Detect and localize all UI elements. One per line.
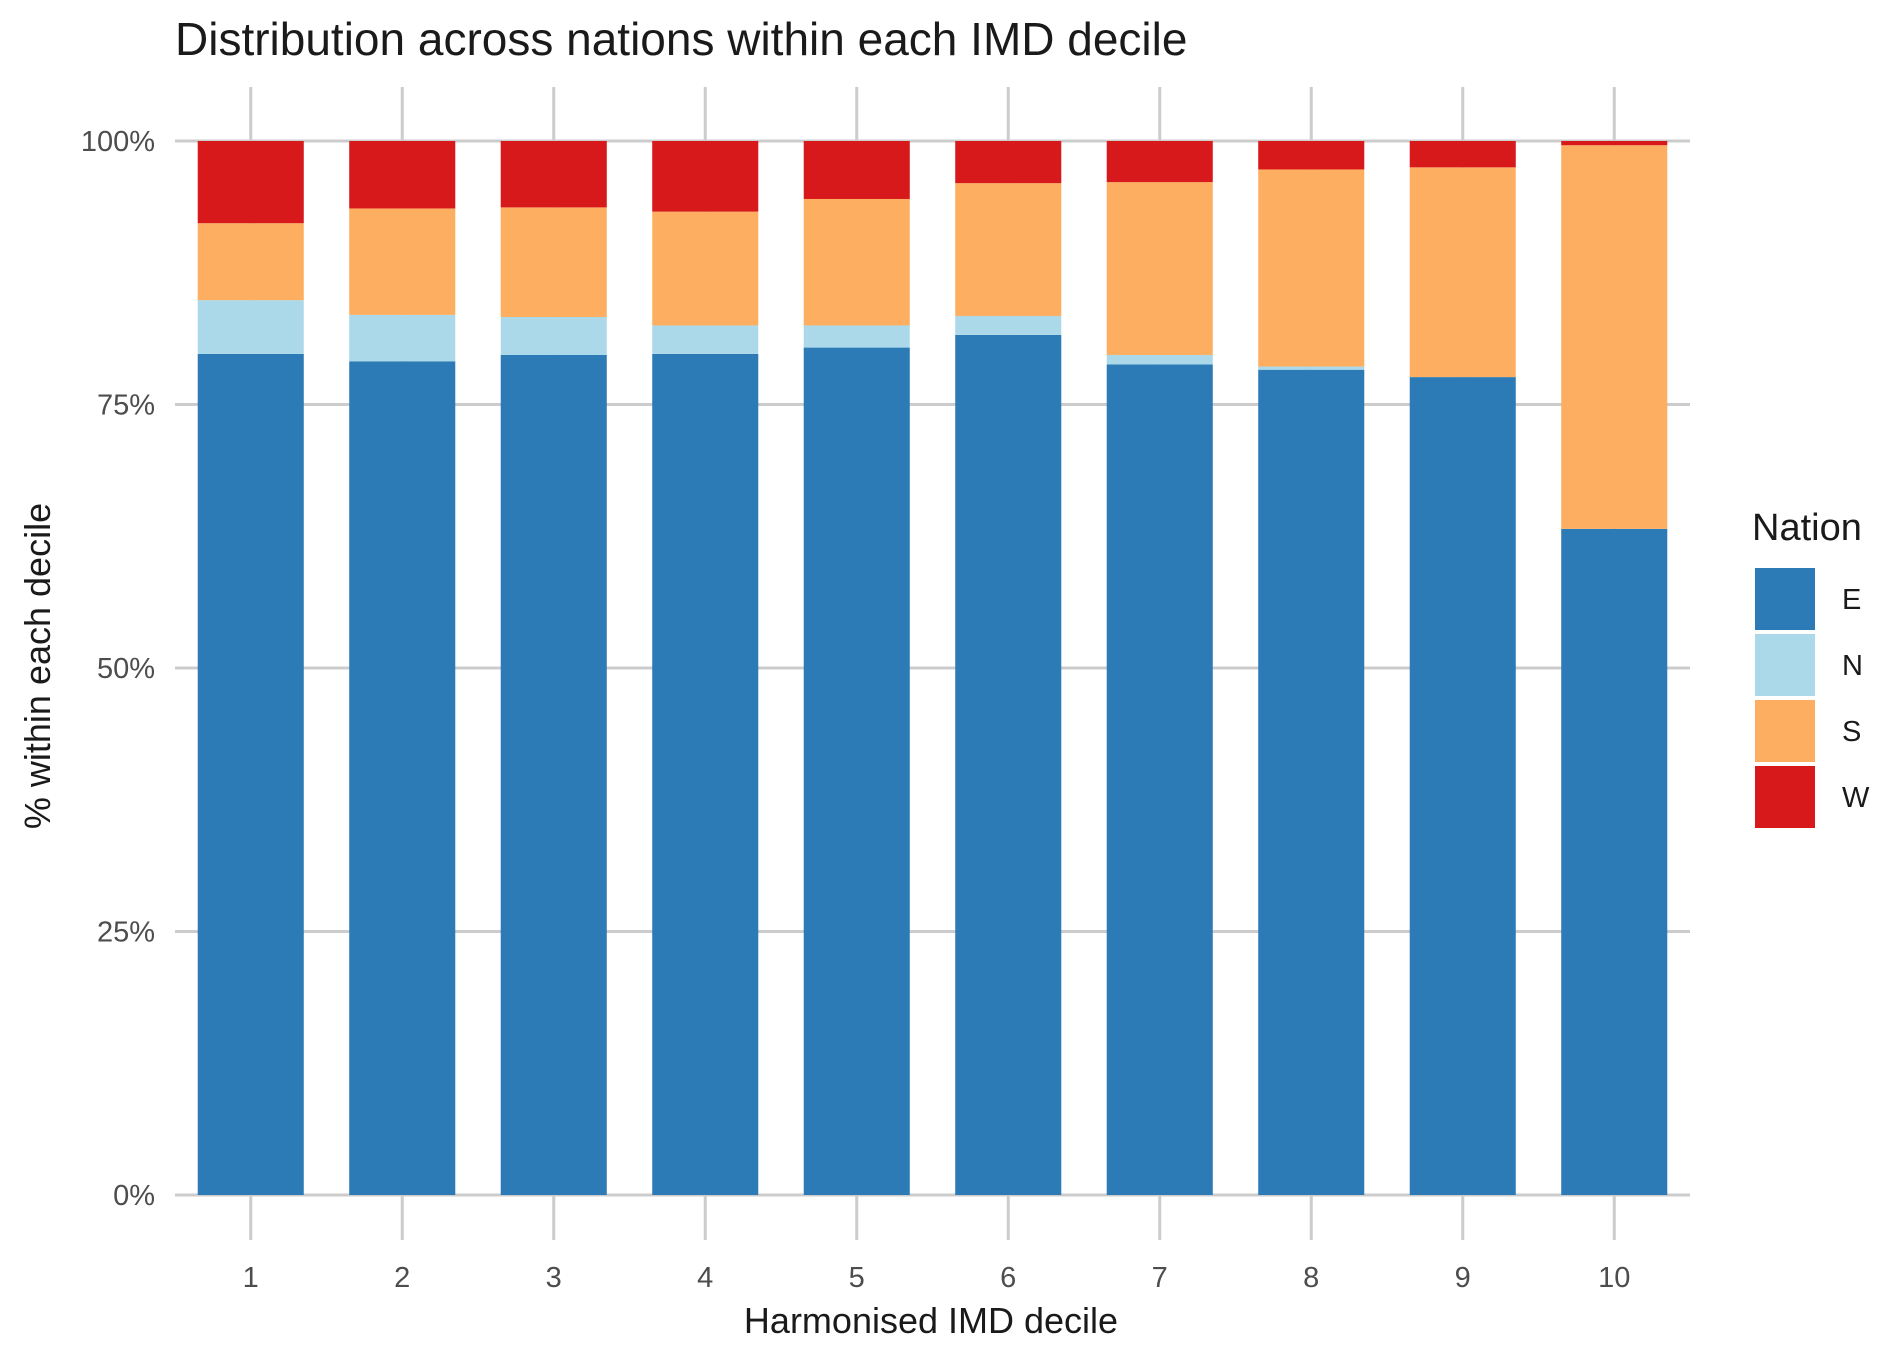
bar-segment-decile-3-N — [500, 317, 607, 355]
bar-segment-decile-7-S — [1106, 182, 1213, 355]
bar-segment-decile-2-N — [349, 314, 456, 362]
bar-segment-decile-4-W — [652, 141, 759, 212]
bar-segment-decile-1-E — [197, 353, 304, 1196]
y-axis-tick-labels: 0% 25% 50% 75% 100% — [81, 126, 155, 1212]
x-tick-label: 4 — [697, 1262, 713, 1294]
bar-segment-decile-7-N — [1106, 354, 1213, 365]
bar-segment-decile-3-E — [500, 354, 607, 1195]
bar-segment-decile-3-S — [500, 207, 607, 318]
bar-segment-decile-5-W — [803, 141, 910, 199]
x-tick-label: 9 — [1455, 1262, 1471, 1294]
bar-segment-decile-2-S — [349, 208, 456, 315]
legend-label-E: E — [1842, 584, 1861, 616]
bar-segment-decile-1-N — [197, 300, 304, 354]
bar-segment-decile-10-E — [1561, 528, 1668, 1195]
x-tick-label: 5 — [849, 1262, 865, 1294]
bar-segment-decile-2-E — [349, 361, 456, 1195]
bar-segment-decile-6-S — [955, 183, 1062, 316]
legend-label-S: S — [1842, 716, 1861, 748]
bar-segment-decile-6-W — [955, 141, 1062, 184]
bar-segment-decile-10-S — [1561, 145, 1668, 529]
legend-key-E — [1755, 568, 1815, 630]
y-tick-label: 100% — [81, 126, 155, 158]
bar-segment-decile-8-E — [1258, 369, 1365, 1195]
legend-title: Nation — [1752, 507, 1862, 549]
x-tick-label: 2 — [394, 1262, 410, 1294]
bar-segment-decile-8-W — [1258, 141, 1365, 170]
legend-label-N: N — [1842, 650, 1863, 682]
x-tick-label: 1 — [243, 1262, 259, 1294]
legend-key-W — [1755, 766, 1815, 828]
bar-segment-decile-4-S — [652, 211, 759, 326]
bar-segment-decile-1-S — [197, 223, 304, 301]
x-tick-label: 7 — [1152, 1262, 1168, 1294]
legend-key-N — [1755, 634, 1815, 696]
bar-segment-decile-4-N — [652, 325, 759, 354]
bar-segment-decile-8-S — [1258, 169, 1365, 367]
x-tick-label: 6 — [1000, 1262, 1016, 1294]
legend-key-S — [1755, 700, 1815, 762]
bars — [197, 141, 1668, 1196]
bar-segment-decile-7-W — [1106, 141, 1213, 183]
legend-label-W: W — [1842, 782, 1870, 814]
bar-segment-decile-5-E — [803, 347, 910, 1196]
bar-segment-decile-6-E — [955, 334, 1062, 1195]
bar-segment-decile-9-S — [1409, 167, 1516, 378]
bar-segment-decile-10-W — [1561, 141, 1668, 146]
x-axis-title: Harmonised IMD decile — [744, 1300, 1118, 1341]
bar-segment-decile-9-E — [1409, 377, 1516, 1195]
y-axis-title: % within each decile — [17, 503, 58, 829]
bar-segment-decile-1-W — [197, 141, 304, 224]
bar-segment-decile-8-N — [1258, 366, 1365, 370]
chart-title: Distribution across nations within each … — [175, 13, 1187, 65]
bar-segment-decile-7-E — [1106, 364, 1213, 1195]
y-tick-label: 0% — [113, 1180, 155, 1212]
legend: Nation E N S W — [1752, 507, 1870, 828]
bar-segment-decile-5-N — [803, 325, 910, 348]
x-tick-label: 10 — [1598, 1262, 1630, 1294]
bar-segment-decile-3-W — [500, 141, 607, 208]
bar-segment-decile-2-W — [349, 141, 456, 209]
y-tick-label: 75% — [97, 390, 155, 422]
x-axis-tick-labels: 1 2 3 4 5 6 7 8 9 10 — [243, 1262, 1631, 1294]
bar-segment-decile-9-W — [1409, 141, 1516, 168]
bar-segment-decile-4-E — [652, 353, 759, 1196]
x-tick-label: 8 — [1303, 1262, 1319, 1294]
y-tick-label: 25% — [97, 917, 155, 949]
bar-segment-decile-5-S — [803, 198, 910, 326]
x-tick-label: 3 — [546, 1262, 562, 1294]
y-tick-label: 50% — [97, 653, 155, 685]
bar-segment-decile-6-N — [955, 315, 1062, 335]
